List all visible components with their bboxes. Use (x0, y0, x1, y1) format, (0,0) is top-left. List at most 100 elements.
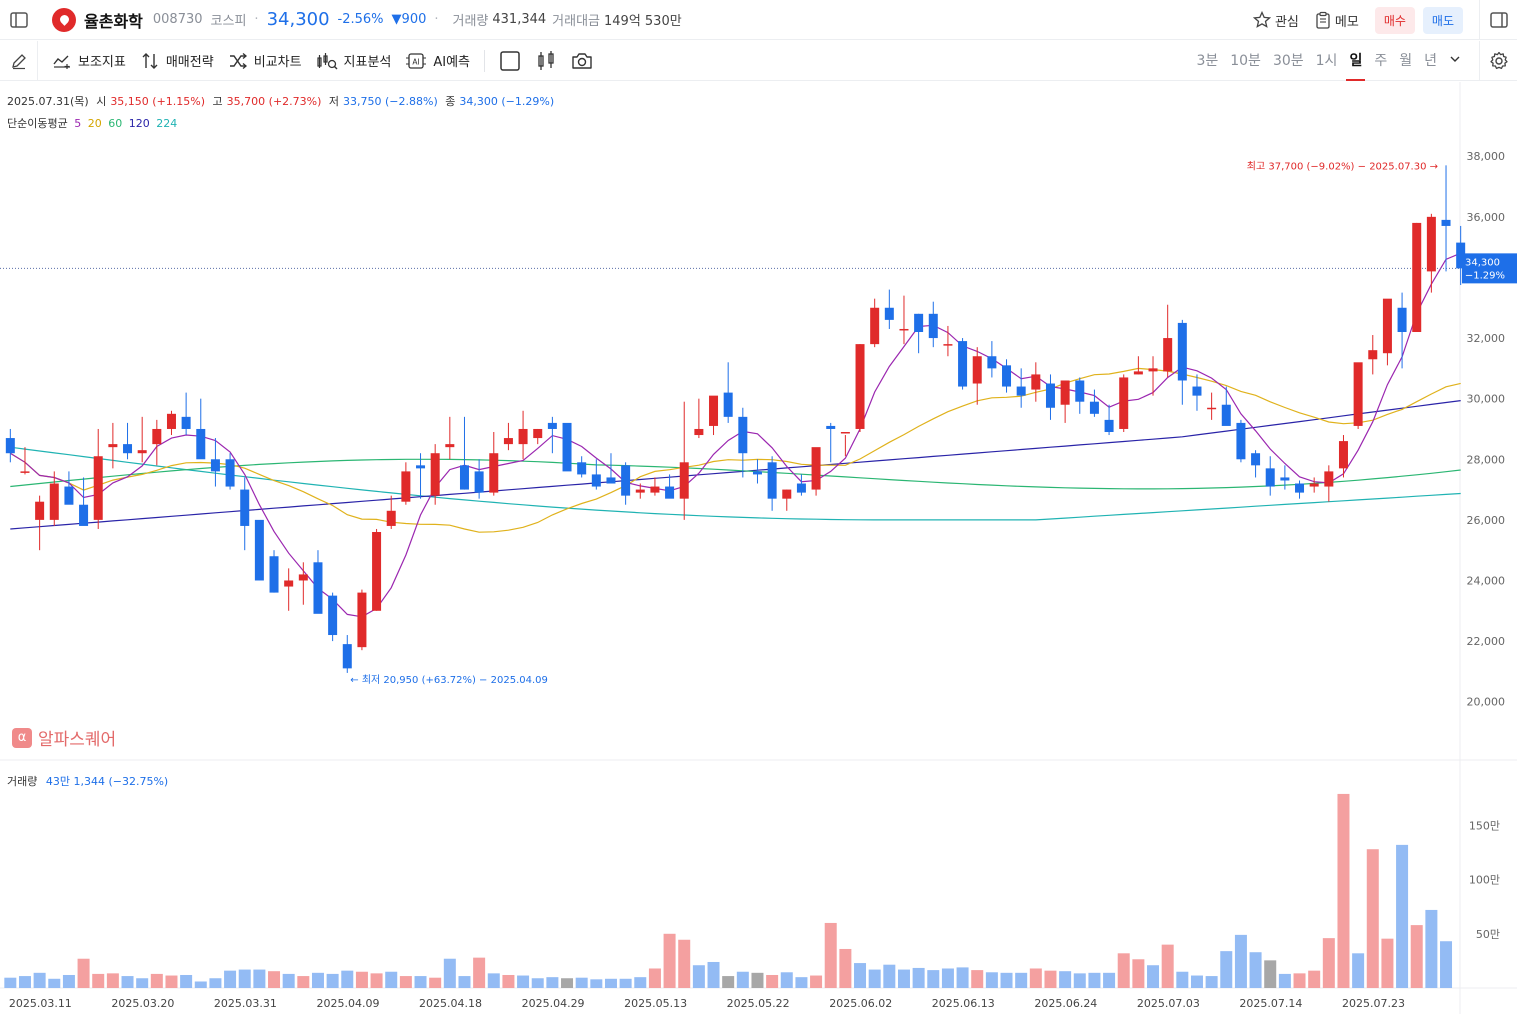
candle-body (972, 356, 982, 384)
volume-bar (165, 975, 178, 988)
svg-text:AI: AI (413, 57, 420, 66)
memo-button[interactable]: 메모 (1315, 11, 1359, 30)
volume-bar (1381, 938, 1394, 988)
candle-body (782, 489, 792, 499)
compare-chart-button[interactable]: 비교차트 (228, 51, 302, 70)
watchlist-button[interactable]: 관심 (1252, 11, 1299, 30)
candle-body (269, 556, 279, 593)
up-down-arrows-icon (142, 52, 158, 69)
volume-bar (121, 976, 134, 988)
candle-body (123, 444, 133, 454)
period-month[interactable]: 월 (1399, 53, 1413, 69)
chart-settings-button[interactable] (1479, 41, 1517, 81)
volume-bar (443, 958, 456, 988)
chart-area[interactable]: 38,00036,00034,00032,00030,00028,00026,0… (0, 82, 1517, 1014)
volume-bar (1147, 965, 1160, 988)
candle-body (577, 462, 587, 475)
volume-bar (517, 975, 530, 988)
candle-body (401, 471, 411, 502)
volume-legend-label: 거래량 (7, 775, 38, 788)
volume-bar (912, 967, 925, 988)
volume-bar (414, 976, 427, 988)
candle-body (943, 344, 953, 346)
period-1hour[interactable]: 1시 (1315, 53, 1338, 69)
stock-name[interactable]: 율촌화학 (84, 11, 143, 31)
volume-bar (722, 976, 735, 988)
company-logo-icon (52, 7, 76, 32)
indicator-button[interactable]: 보조지표 (52, 51, 126, 70)
layout-button[interactable] (499, 50, 521, 72)
volume-bar (1073, 973, 1086, 988)
period-week[interactable]: 주 (1374, 53, 1388, 69)
candle-body (650, 486, 660, 493)
right-panel-toggle-button[interactable] (1479, 0, 1517, 40)
volume-bar (385, 971, 398, 988)
volume-legend: 거래량 43만 1,344 (−32.75%) (7, 773, 168, 789)
candle-body (1456, 242, 1466, 269)
x-tick-label: 2025.06.13 (932, 997, 995, 1010)
volume-bar (824, 922, 837, 988)
buy-button[interactable]: 매수 (1374, 6, 1415, 34)
sell-button[interactable]: 매도 (1422, 6, 1463, 34)
memo-label: 메모 (1334, 14, 1359, 30)
volume-bar (502, 974, 515, 988)
ai-forecast-button[interactable]: AI AI예측 (405, 51, 470, 71)
volume-bar (311, 972, 324, 988)
candle-body (665, 486, 675, 499)
ma-60: 60 (108, 117, 123, 130)
volume-bar (1410, 925, 1423, 988)
volume-bar (1205, 976, 1218, 988)
candle-body (342, 644, 352, 669)
candle-body (547, 422, 557, 429)
candlestick-icon (538, 50, 554, 70)
high-price-marker: 최고 37,700 (−9.02%) − 2025.07.30 → (1247, 160, 1438, 172)
price-chart[interactable]: 38,00036,00034,00032,00030,00028,00026,0… (0, 82, 1517, 1014)
period-10min[interactable]: 10분 (1230, 53, 1261, 69)
ma-label: 단순이동평균 (7, 117, 68, 130)
moving-average-legend[interactable]: 단순이동평균 5 20 60 120 224 (7, 115, 180, 131)
volume-bar (927, 970, 940, 988)
candle-body (225, 459, 235, 487)
trading-strategy-button[interactable]: 매매전략 (140, 51, 214, 70)
volume-bar (868, 969, 881, 988)
volume-bar (487, 973, 500, 988)
y-tick-label: 26,000 (1467, 514, 1506, 527)
x-tick-label: 2025.05.22 (727, 997, 790, 1010)
volume-bar (604, 978, 617, 988)
period-3min[interactable]: 3분 (1196, 53, 1219, 69)
candle-body (459, 465, 469, 490)
y-tick-label: 28,000 (1467, 453, 1506, 466)
candle-body (1221, 404, 1231, 426)
chart-toolbar: 보조지표 매매전략 비교차트 지표분석 AI AI예측 3분 10분 30분 1… (0, 40, 1517, 81)
period-30min[interactable]: 30분 (1272, 53, 1304, 69)
period-year[interactable]: 년 (1424, 53, 1437, 69)
candle-body (1119, 377, 1129, 429)
candle-body (752, 471, 762, 475)
sidebar-toggle-button[interactable] (0, 0, 38, 40)
open-label: 시 (96, 95, 107, 108)
screenshot-button[interactable] (571, 51, 593, 71)
candle-body (357, 592, 367, 648)
volume-bar (1322, 938, 1335, 988)
candle-type-button[interactable] (535, 50, 557, 72)
volume-bar (1220, 951, 1233, 988)
volume-bar (209, 978, 222, 988)
volume-bar (77, 958, 90, 988)
x-tick-label: 2025.06.02 (829, 997, 892, 1010)
camera-icon (572, 52, 592, 69)
indicator-analysis-button[interactable]: 지표분석 (316, 51, 391, 70)
volume-bar (810, 975, 823, 988)
volume-bar (194, 981, 207, 988)
volume-bar (648, 968, 661, 988)
volume-bar (590, 979, 603, 988)
candle-body (958, 341, 968, 387)
candle-body (1382, 298, 1392, 354)
period-day[interactable]: 일 (1346, 41, 1366, 81)
indicator-label: 보조지표 (78, 55, 126, 70)
period-more-button[interactable] (1449, 41, 1461, 81)
volume-bar (941, 968, 954, 988)
drawing-tool-button[interactable] (0, 40, 38, 81)
stock-header: 율촌화학 008730 코스피 · 34,300 -2.56% ▼900 · 거… (0, 0, 1517, 40)
volume-bar (1132, 959, 1145, 988)
volume-bar (795, 977, 808, 988)
